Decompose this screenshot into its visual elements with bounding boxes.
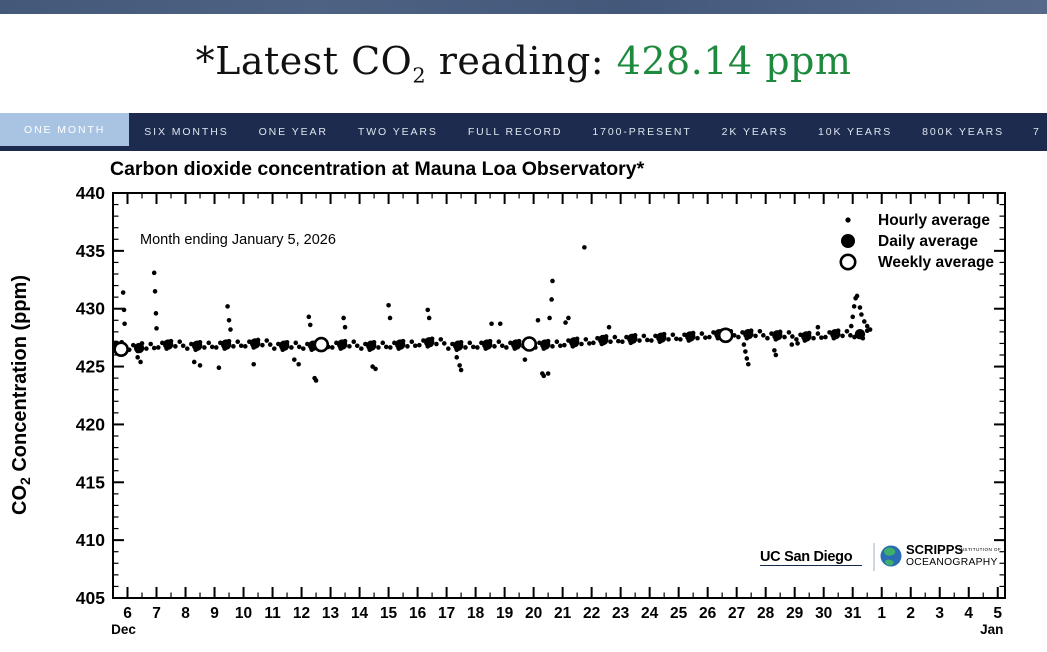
legend-daily-marker-icon xyxy=(841,234,855,248)
svg-text:10: 10 xyxy=(235,605,252,622)
latest-reading-header: *Latest CO2 reading: 428.14 ppm xyxy=(0,14,1047,113)
svg-text:SCRIPPS: SCRIPPS xyxy=(906,542,963,557)
svg-text:18: 18 xyxy=(467,605,485,622)
svg-text:435: 435 xyxy=(76,241,105,261)
hourly-series xyxy=(113,245,873,383)
nav-tab-7[interactable]: 7 xyxy=(1033,126,1041,138)
svg-text:415: 415 xyxy=(76,472,105,492)
svg-text:29: 29 xyxy=(786,605,804,622)
svg-text:19: 19 xyxy=(496,605,514,622)
nav-tab-1700-present[interactable]: 1700-PRESENT xyxy=(592,126,692,138)
svg-text:4: 4 xyxy=(964,605,973,622)
svg-text:Dec: Dec xyxy=(111,622,136,637)
svg-text:5: 5 xyxy=(993,605,1002,622)
legend-weekly-marker-icon xyxy=(839,253,857,271)
svg-text:UC San Diego: UC San Diego xyxy=(760,549,853,565)
svg-text:Jan: Jan xyxy=(980,622,1003,637)
svg-text:30: 30 xyxy=(815,605,832,622)
ucsd-logo: UC San Diego xyxy=(760,543,875,571)
svg-text:21: 21 xyxy=(554,605,572,622)
reading-label-prefix: *Latest CO xyxy=(195,39,413,84)
timescale-navbar: ONE MONTH SIX MONTHS ONE YEAR TWO YEARS FULL… xyxy=(0,113,1047,151)
co2-chart: Carbon dioxide concentration at Mauna Lo… xyxy=(9,158,1006,637)
svg-text:22: 22 xyxy=(583,605,600,622)
svg-text:11: 11 xyxy=(264,605,281,622)
nav-tab-2k-years[interactable]: 2K YEARS xyxy=(721,126,789,138)
svg-text:430: 430 xyxy=(76,299,105,319)
top-banner-image xyxy=(0,0,1047,14)
svg-text:1: 1 xyxy=(877,605,886,622)
nav-tab-one-year[interactable]: ONE YEAR xyxy=(258,126,328,138)
svg-text:Daily average: Daily average xyxy=(878,233,978,250)
svg-text:16: 16 xyxy=(409,605,427,622)
svg-text:9: 9 xyxy=(210,605,219,622)
svg-text:15: 15 xyxy=(380,605,398,622)
svg-text:31: 31 xyxy=(844,605,862,622)
y-axis-ticks: 405 410 415 420 425 430 435 440 xyxy=(76,183,1005,608)
svg-text:INSTITUTION OF: INSTITUTION OF xyxy=(959,547,1001,552)
svg-text:440: 440 xyxy=(76,183,105,203)
nav-tab-one-month[interactable]: ONE MONTH xyxy=(0,113,130,146)
reading-label-mid: reading: xyxy=(426,39,617,84)
reading-label-subscript: 2 xyxy=(412,63,427,88)
co2-chart-container: Carbon dioxide concentration at Mauna Lo… xyxy=(0,151,1047,652)
svg-text:20: 20 xyxy=(525,605,542,622)
nav-tab-10k-years[interactable]: 10K YEARS xyxy=(818,126,893,138)
nav-tab-800k-years[interactable]: 800K YEARS xyxy=(922,126,1005,138)
svg-text:26: 26 xyxy=(699,605,717,622)
svg-text:28: 28 xyxy=(757,605,775,622)
chart-legend: Hourly average Daily average Weekly averag… xyxy=(839,212,994,271)
nav-tab-two-years[interactable]: TWO YEARS xyxy=(357,126,438,138)
svg-text:24: 24 xyxy=(641,605,659,622)
svg-text:410: 410 xyxy=(76,530,105,550)
svg-text:12: 12 xyxy=(293,605,310,622)
svg-text:25: 25 xyxy=(670,605,688,622)
x-axis-ticks: 6 7 8 9 10 11 12 13 14 15 16 17 18 19 20 21 22 23 24 25 26 27… xyxy=(111,193,1003,637)
svg-text:27: 27 xyxy=(728,605,745,622)
svg-text:420: 420 xyxy=(76,414,105,434)
svg-text:Hourly average: Hourly average xyxy=(878,212,990,229)
svg-text:6: 6 xyxy=(123,605,132,622)
y-axis-label: CO2 Concentration (ppm) xyxy=(9,275,33,515)
daily-series xyxy=(113,328,866,354)
chart-annotation: Month ending January 5, 2026 xyxy=(140,232,336,248)
svg-text:3: 3 xyxy=(935,605,944,622)
svg-text:17: 17 xyxy=(438,605,455,622)
svg-text:23: 23 xyxy=(612,605,630,622)
weekly-series xyxy=(113,327,734,358)
svg-text:14: 14 xyxy=(351,605,369,622)
chart-frame xyxy=(112,192,1006,599)
svg-text:OCEANOGRAPHY: OCEANOGRAPHY xyxy=(906,557,998,568)
svg-text:425: 425 xyxy=(76,357,105,377)
legend-hourly-marker-icon xyxy=(845,217,851,223)
svg-text:2: 2 xyxy=(906,605,915,622)
svg-text:8: 8 xyxy=(181,605,190,622)
svg-text:7: 7 xyxy=(152,605,161,622)
chart-title: Carbon dioxide concentration at Mauna Lo… xyxy=(110,158,645,180)
svg-text:Weekly average: Weekly average xyxy=(878,254,994,271)
svg-text:405: 405 xyxy=(76,588,105,608)
latest-co2-value: 428.14 ppm xyxy=(616,39,852,84)
svg-text:13: 13 xyxy=(322,605,340,622)
nav-tab-six-months[interactable]: SIX MONTHS xyxy=(144,126,229,138)
page-title: *Latest CO2 reading: 428.14 ppm xyxy=(196,39,852,88)
nav-tab-full-record[interactable]: FULL RECORD xyxy=(467,126,563,138)
